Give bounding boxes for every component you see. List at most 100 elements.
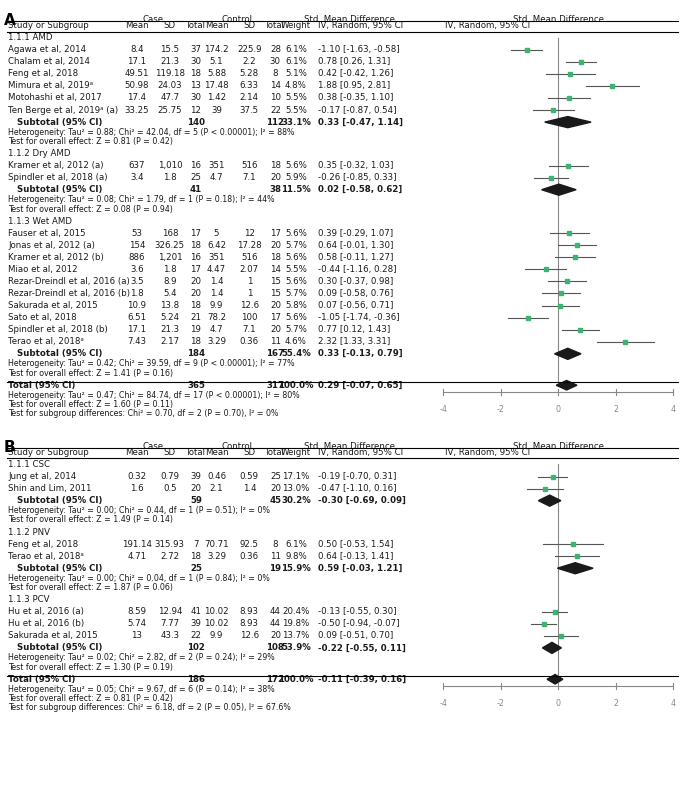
Text: 0.29 [-0.07, 0.65]: 0.29 [-0.07, 0.65] bbox=[318, 380, 402, 390]
Text: Case: Case bbox=[143, 442, 164, 451]
Text: 886: 886 bbox=[129, 252, 145, 262]
Text: 12: 12 bbox=[244, 229, 255, 237]
Text: 16: 16 bbox=[190, 252, 201, 262]
Text: Total (95% CI): Total (95% CI) bbox=[8, 675, 75, 684]
Text: Sakurada et al, 2015: Sakurada et al, 2015 bbox=[8, 631, 98, 640]
Text: 4.8%: 4.8% bbox=[285, 82, 307, 91]
Text: 5.1: 5.1 bbox=[210, 57, 223, 66]
Text: Mean: Mean bbox=[205, 21, 228, 30]
Text: 0.09 [-0.58, 0.76]: 0.09 [-0.58, 0.76] bbox=[318, 289, 393, 298]
Text: 11: 11 bbox=[270, 337, 281, 346]
Text: 1.1.1 AMD: 1.1.1 AMD bbox=[8, 33, 53, 42]
Text: 0.59 [-0.03, 1.21]: 0.59 [-0.03, 1.21] bbox=[318, 564, 402, 572]
Text: 8.9: 8.9 bbox=[163, 277, 177, 286]
Text: 17.1%: 17.1% bbox=[282, 472, 310, 481]
Text: 18: 18 bbox=[270, 161, 281, 170]
Text: 70.71: 70.71 bbox=[204, 540, 229, 549]
Text: 10.02: 10.02 bbox=[204, 619, 229, 628]
Text: 5.88: 5.88 bbox=[207, 69, 226, 79]
Text: 102: 102 bbox=[187, 643, 205, 653]
Text: 20: 20 bbox=[270, 301, 281, 310]
Polygon shape bbox=[556, 380, 577, 390]
Text: IV, Random, 95% CI: IV, Random, 95% CI bbox=[445, 448, 530, 457]
Text: Test for overall effect: Z = 0.08 (P = 0.94): Test for overall effect: Z = 0.08 (P = 0… bbox=[8, 205, 173, 214]
Text: 14: 14 bbox=[270, 82, 281, 91]
Text: Std. Mean Difference: Std. Mean Difference bbox=[304, 442, 395, 451]
Text: 5.4: 5.4 bbox=[163, 289, 177, 298]
Text: 2.07: 2.07 bbox=[240, 265, 259, 274]
Text: 1.1.3 PCV: 1.1.3 PCV bbox=[8, 596, 50, 604]
Text: 5.6%: 5.6% bbox=[285, 277, 307, 286]
Text: 0.39 [-0.29, 1.07]: 0.39 [-0.29, 1.07] bbox=[318, 229, 393, 237]
Text: 5.28: 5.28 bbox=[240, 69, 259, 79]
Text: Heterogeneity: Tau² = 0.00; Chi² = 0.44, df = 1 (P = 0.51); I² = 0%: Heterogeneity: Tau² = 0.00; Chi² = 0.44,… bbox=[8, 506, 270, 515]
Text: 47.7: 47.7 bbox=[160, 94, 179, 102]
Text: 1.8: 1.8 bbox=[163, 265, 177, 274]
Text: 2.1: 2.1 bbox=[210, 484, 223, 493]
Text: 8.93: 8.93 bbox=[240, 607, 259, 616]
Text: 12.6: 12.6 bbox=[240, 631, 259, 640]
Text: 13.7%: 13.7% bbox=[282, 631, 310, 640]
Text: Std. Mean Difference: Std. Mean Difference bbox=[513, 15, 603, 25]
Text: 5.6%: 5.6% bbox=[285, 252, 307, 262]
Text: Test for overall effect: Z = 0.81 (P = 0.42): Test for overall effect: Z = 0.81 (P = 0… bbox=[8, 694, 173, 703]
Text: 20: 20 bbox=[270, 173, 281, 182]
Text: 0.46: 0.46 bbox=[207, 472, 226, 481]
Text: 4: 4 bbox=[671, 699, 676, 707]
Text: 10.9: 10.9 bbox=[127, 301, 147, 310]
Text: 0.36: 0.36 bbox=[240, 552, 259, 561]
Text: 0.78 [0.26, 1.31]: 0.78 [0.26, 1.31] bbox=[318, 57, 390, 66]
Text: 1,201: 1,201 bbox=[158, 252, 182, 262]
Text: Shin and Lim, 2011: Shin and Lim, 2011 bbox=[8, 484, 92, 493]
Text: 17.28: 17.28 bbox=[237, 241, 262, 250]
Text: Std. Mean Difference: Std. Mean Difference bbox=[304, 15, 395, 25]
Text: 49.51: 49.51 bbox=[125, 69, 149, 79]
Text: Study or Subgroup: Study or Subgroup bbox=[8, 21, 89, 30]
Text: 0: 0 bbox=[556, 699, 561, 707]
Text: 0.35 [-0.32, 1.03]: 0.35 [-0.32, 1.03] bbox=[318, 161, 393, 170]
Text: 41: 41 bbox=[190, 185, 202, 195]
Text: 0.58 [-0.11, 1.27]: 0.58 [-0.11, 1.27] bbox=[318, 252, 393, 262]
Text: Subtotal (95% CI): Subtotal (95% CI) bbox=[8, 643, 103, 653]
Text: 17: 17 bbox=[190, 265, 201, 274]
Text: Test for overall effect: Z = 1.60 (P = 0.11): Test for overall effect: Z = 1.60 (P = 0… bbox=[8, 400, 173, 409]
Text: 0.5: 0.5 bbox=[163, 484, 177, 493]
Text: 10.02: 10.02 bbox=[204, 607, 229, 616]
Text: 7.43: 7.43 bbox=[127, 337, 147, 346]
Text: Total (95% CI): Total (95% CI) bbox=[8, 380, 75, 390]
Text: -0.17 [-0.87, 0.54]: -0.17 [-0.87, 0.54] bbox=[318, 106, 397, 114]
Text: 2: 2 bbox=[613, 405, 619, 414]
Text: Test for overall effect: Z = 1.41 (P = 0.16): Test for overall effect: Z = 1.41 (P = 0… bbox=[8, 368, 173, 378]
Text: 33.1%: 33.1% bbox=[281, 118, 311, 126]
Text: 0.50 [-0.53, 1.54]: 0.50 [-0.53, 1.54] bbox=[318, 540, 393, 549]
Text: 39: 39 bbox=[190, 472, 201, 481]
Text: Spindler et al, 2018 (b): Spindler et al, 2018 (b) bbox=[8, 326, 108, 334]
Text: A: A bbox=[3, 13, 15, 29]
Text: Chalam et al, 2014: Chalam et al, 2014 bbox=[8, 57, 90, 66]
Text: Kramer et al, 2012 (b): Kramer et al, 2012 (b) bbox=[8, 252, 104, 262]
Text: 174.2: 174.2 bbox=[204, 45, 229, 54]
Text: 0.02 [-0.58, 0.62]: 0.02 [-0.58, 0.62] bbox=[318, 185, 402, 195]
Text: 15: 15 bbox=[270, 277, 281, 286]
Text: 1.4: 1.4 bbox=[210, 289, 223, 298]
Text: Std. Mean Difference: Std. Mean Difference bbox=[513, 442, 603, 451]
Text: Mean: Mean bbox=[125, 21, 149, 30]
Text: 55.4%: 55.4% bbox=[281, 349, 311, 358]
Text: 1.1.2 Dry AMD: 1.1.2 Dry AMD bbox=[8, 149, 71, 158]
Text: 0.33 [-0.13, 0.79]: 0.33 [-0.13, 0.79] bbox=[318, 349, 403, 358]
Text: 0.36: 0.36 bbox=[240, 337, 259, 346]
Text: 351: 351 bbox=[208, 161, 225, 170]
Text: 3.29: 3.29 bbox=[207, 552, 226, 561]
Text: Terao et al, 2018ᵃ: Terao et al, 2018ᵃ bbox=[8, 337, 84, 346]
Text: 2.72: 2.72 bbox=[160, 552, 179, 561]
Text: 8: 8 bbox=[273, 69, 278, 79]
Text: 0.59: 0.59 bbox=[240, 472, 259, 481]
Text: Weight: Weight bbox=[281, 21, 311, 30]
Text: 119.18: 119.18 bbox=[155, 69, 185, 79]
Text: 5.9%: 5.9% bbox=[285, 173, 307, 182]
Text: -0.11 [-0.39, 0.16]: -0.11 [-0.39, 0.16] bbox=[318, 675, 406, 684]
Text: 3.6: 3.6 bbox=[130, 265, 144, 274]
Text: 15.9%: 15.9% bbox=[281, 564, 311, 572]
Text: Hu et al, 2016 (a): Hu et al, 2016 (a) bbox=[8, 607, 84, 616]
Text: Miao et al, 2012: Miao et al, 2012 bbox=[8, 265, 78, 274]
